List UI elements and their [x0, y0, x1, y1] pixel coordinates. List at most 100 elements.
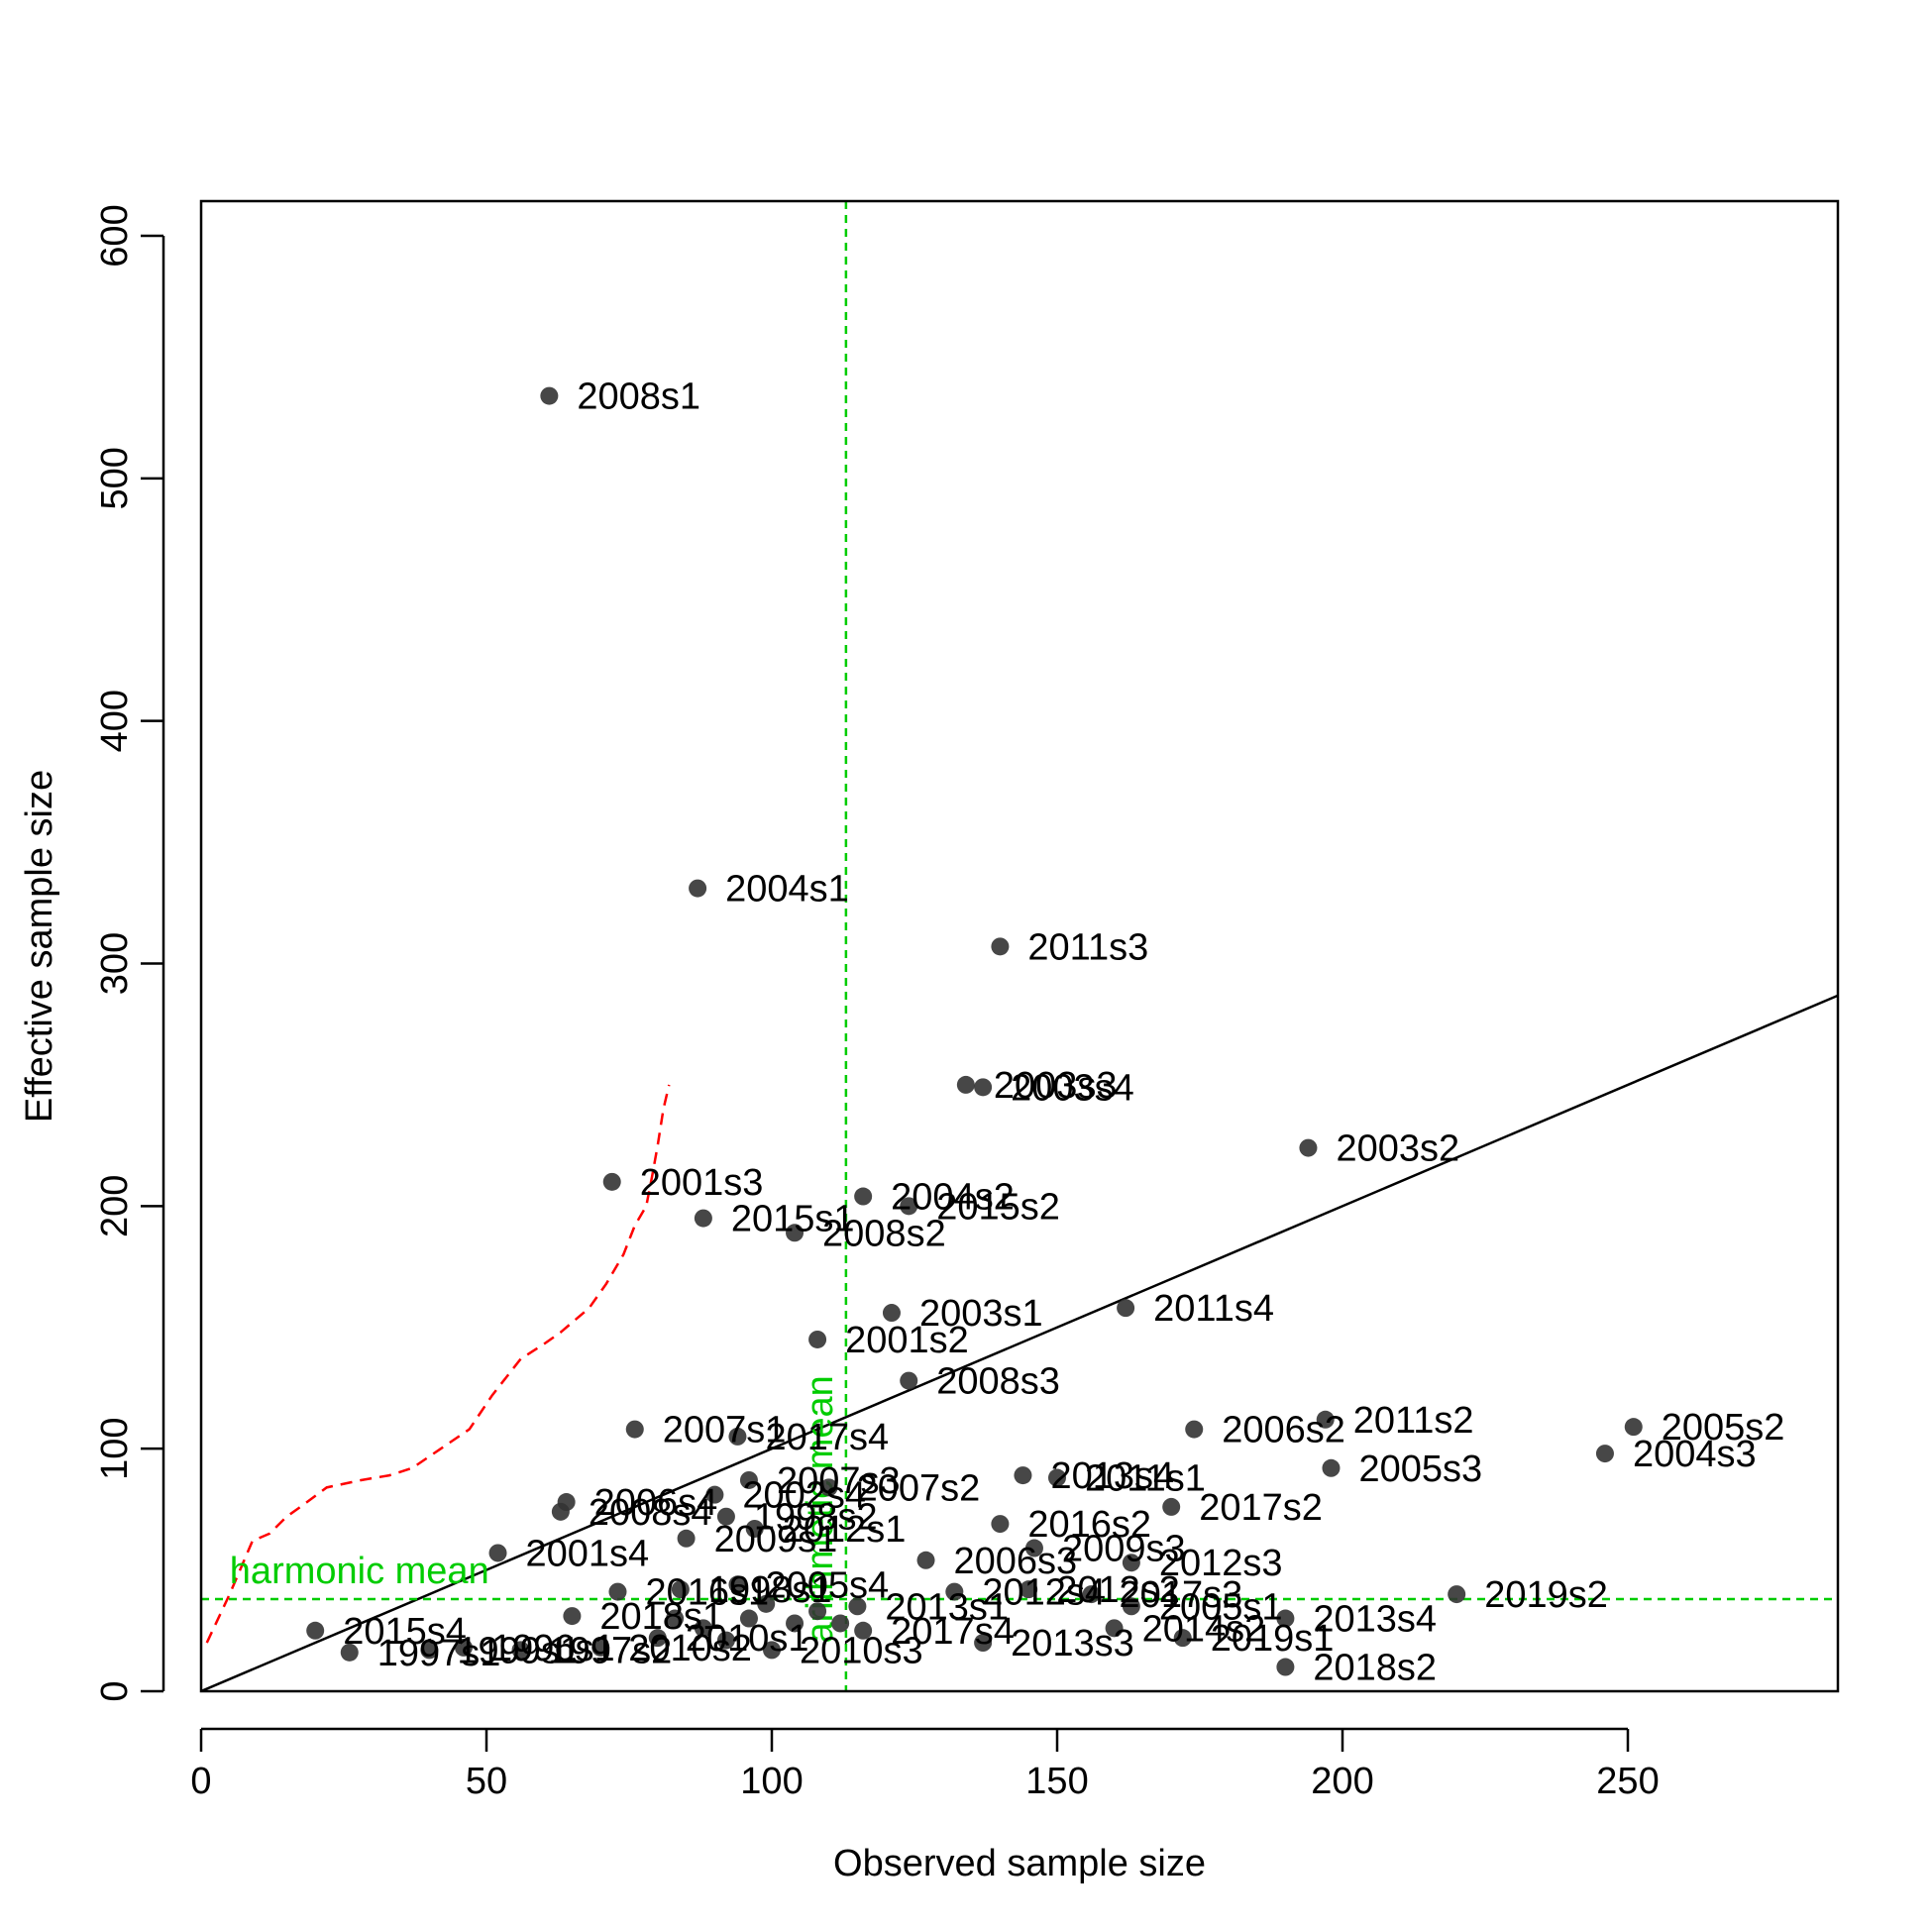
y-tick-label: 500: [94, 447, 136, 509]
point-label: 2014s2: [1142, 1608, 1266, 1650]
point-label: 2018s2: [1313, 1648, 1437, 1689]
point-label: 2003s4: [1011, 1067, 1134, 1109]
point-label: 2015s2: [936, 1186, 1060, 1228]
data-point: [705, 1485, 724, 1504]
data-point: [1122, 1597, 1140, 1616]
data-point: [1595, 1445, 1614, 1463]
point-label: 2019s1: [1211, 1618, 1335, 1660]
data-point: [991, 1515, 1010, 1534]
point-label: 2005s3: [1358, 1449, 1482, 1490]
point-label: 2016s1: [645, 1572, 769, 1614]
point-label: 2005s1: [1159, 1586, 1283, 1628]
point-label: 2006s3: [954, 1541, 1078, 1582]
data-point: [602, 1172, 621, 1191]
point-label: 2013s3: [1011, 1623, 1134, 1664]
point-label: 2013s4: [1050, 1455, 1174, 1497]
harmonic-mean-label: harmonic mean: [230, 1551, 489, 1592]
point-label: 2011s1: [1085, 1458, 1206, 1500]
point-label: 2012s1: [783, 1509, 907, 1551]
point-label: 2013s4: [1313, 1599, 1437, 1641]
point-label: 2004s3: [1633, 1434, 1757, 1475]
point-label: 2004s2: [891, 1177, 1015, 1219]
point-label: 2003s1: [919, 1293, 1043, 1335]
data-point: [540, 386, 559, 405]
data-point: [1105, 1619, 1124, 1638]
data-point: [757, 1594, 776, 1613]
point-label: 2017s4: [765, 1417, 889, 1458]
point-label: 2006s4: [594, 1482, 718, 1524]
point-label: 2016s2: [1027, 1504, 1151, 1546]
identity-line: [201, 994, 1838, 1691]
data-point: [563, 1607, 582, 1626]
point-label: 2017s4: [891, 1611, 1015, 1653]
data-point: [1624, 1418, 1643, 1437]
y-axis-title: Effective sample size: [19, 770, 60, 1123]
point-label: 2005s4: [765, 1564, 889, 1606]
point-label: 1997s2: [549, 1630, 673, 1671]
data-point: [745, 1519, 764, 1538]
x-axis-title: Observed sample size: [833, 1843, 1206, 1884]
data-point: [671, 1580, 690, 1599]
point-label: 2005s2: [1662, 1407, 1785, 1449]
data-point: [648, 1629, 667, 1648]
data-point: [974, 1634, 993, 1653]
point-label: 2002s4: [742, 1475, 866, 1517]
point-label: 2003s3: [994, 1065, 1118, 1107]
plot-frame: [199, 199, 1840, 1693]
point-label: 1996s1: [491, 1628, 615, 1669]
point-label: 2012s2: [1056, 1569, 1180, 1611]
point-label: 2018s1: [599, 1596, 723, 1638]
point-label: 1998s2: [754, 1497, 878, 1539]
y-tick-label: 100: [94, 1417, 136, 1479]
data-point: [900, 1197, 918, 1216]
point-label: 1997s1: [377, 1633, 501, 1674]
data-point: [1117, 1299, 1135, 1318]
data-point: [1299, 1138, 1318, 1157]
point-label: 2012s4: [982, 1572, 1106, 1614]
point-label: 2009s1: [714, 1519, 838, 1560]
data-point: [551, 1502, 570, 1521]
data-point: [677, 1529, 696, 1548]
x-tick-label: 250: [1596, 1761, 1659, 1802]
data-point: [666, 1609, 685, 1628]
data-point: [1162, 1497, 1181, 1516]
data-point: [488, 1544, 507, 1562]
data-point: [848, 1597, 867, 1616]
point-label: 2007s3: [777, 1460, 901, 1502]
data-point: [1020, 1580, 1038, 1599]
data-point: [1024, 1539, 1043, 1557]
point-label: 2010s2: [628, 1628, 752, 1669]
data-point: [786, 1614, 805, 1633]
point-label: 2019s2: [1484, 1574, 1608, 1616]
data-point: [882, 1304, 901, 1323]
point-label: 2017s3: [1120, 1574, 1243, 1616]
point-label: 2001s3: [640, 1162, 764, 1204]
data-point: [1322, 1458, 1341, 1477]
point-label: 2001s4: [526, 1533, 650, 1574]
data-point: [454, 1638, 473, 1657]
data-point: [694, 1209, 712, 1228]
data-point: [728, 1575, 747, 1594]
data-point: [511, 1641, 530, 1660]
data-point: [900, 1371, 918, 1390]
data-point: [1276, 1609, 1295, 1628]
x-tick-label: 0: [190, 1761, 211, 1802]
y-tick-label: 600: [94, 204, 136, 267]
data-point: [808, 1602, 827, 1621]
point-label: 2010s1: [686, 1618, 809, 1660]
data-point: [739, 1609, 758, 1628]
point-label: 2009s3: [1062, 1529, 1186, 1570]
data-point: [1448, 1585, 1466, 1604]
point-label: 2006s2: [1222, 1410, 1345, 1451]
data-point: [1082, 1585, 1101, 1604]
data-point: [831, 1614, 850, 1633]
data-point: [728, 1427, 747, 1446]
point-label: 2013s1: [885, 1586, 1009, 1628]
point-label: 2008s2: [822, 1213, 946, 1254]
data-point: [763, 1641, 781, 1660]
data-point: [854, 1187, 873, 1206]
data-point: [306, 1621, 325, 1640]
axes: 0 50 100 150 200 250 0 100 200 300 400 500 600: [94, 204, 1660, 1802]
